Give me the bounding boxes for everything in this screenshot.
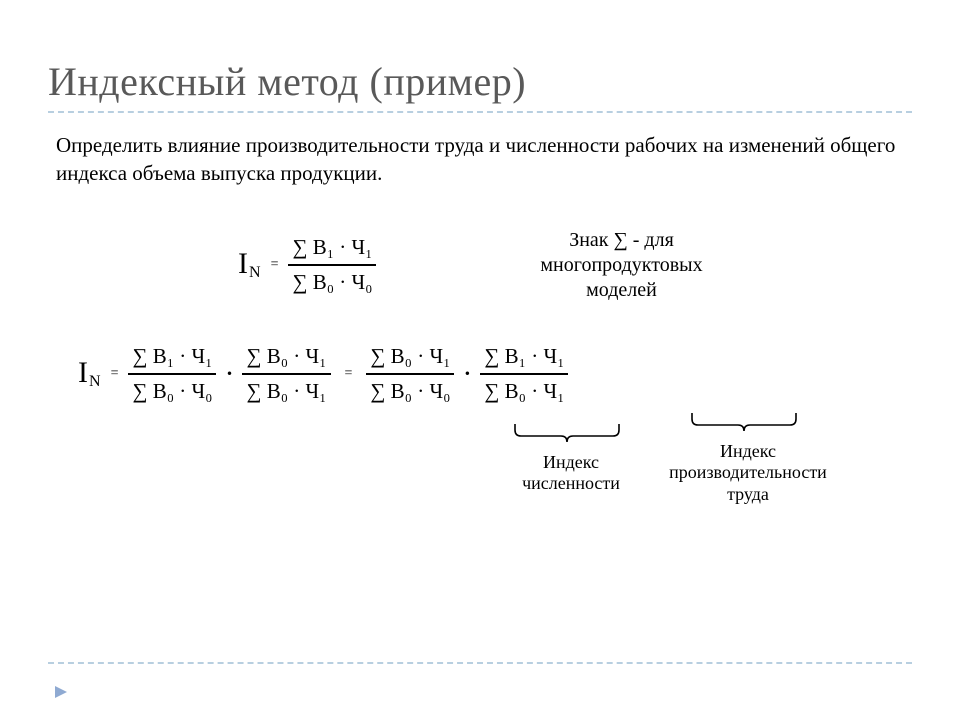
index-variable: I N [238, 249, 261, 281]
subtitle-text: Определить влияние производительности тр… [56, 131, 904, 188]
equals-sign: = [345, 366, 353, 382]
frac-a: ∑ В₁ · Ч₁ ∑ В₀ · Ч₀ [128, 343, 216, 405]
bracket-2-label: Индекс производительности труда [648, 441, 848, 506]
bracket-1: Индекс численности [496, 424, 646, 495]
formula-row-2: I N = ∑ В₁ · Ч₁ ∑ В₀ · Ч₀ · ∑ В₀ · Ч₁ ∑ … [78, 343, 912, 405]
multiply-dot: · [224, 359, 234, 389]
footer-divider [48, 662, 912, 664]
page-title: Индексный метод (пример) [48, 58, 912, 105]
title-divider [48, 111, 912, 113]
bracket-2: Индекс производительности труда [648, 413, 848, 506]
equals-sign: = [111, 366, 119, 382]
frac-b: ∑ В₀ · Ч₁ ∑ В₀ · Ч₁ [242, 343, 330, 405]
formula-row-1: I N = ∑ В₁ · Ч₁ ∑ В₀ · Ч₀ Знак ∑ - для м… [238, 228, 912, 303]
next-marker-icon [52, 682, 72, 702]
multiply-dot: · [462, 359, 472, 389]
frac-c: ∑ В₀ · Ч₁ ∑ В₀ · Ч₀ [366, 343, 454, 405]
main-fraction: ∑ В₁ · Ч₁ ∑ В₀ · Ч₀ [288, 234, 376, 296]
sigma-note: Знак ∑ - для многопродуктовых моделей [496, 228, 746, 303]
bracket-1-label: Индекс численности [496, 452, 646, 495]
index-variable-2: I N [78, 358, 101, 390]
brace-icon [511, 424, 631, 446]
frac-d: ∑ В₁ · Ч₁ ∑ В₀ · Ч₁ [480, 343, 568, 405]
brace-icon [688, 413, 808, 435]
slide: Индексный метод (пример) Определить влия… [0, 0, 960, 720]
bracket-row: Индекс численности Индекс производительн… [496, 413, 912, 506]
equals-sign: = [271, 257, 279, 273]
